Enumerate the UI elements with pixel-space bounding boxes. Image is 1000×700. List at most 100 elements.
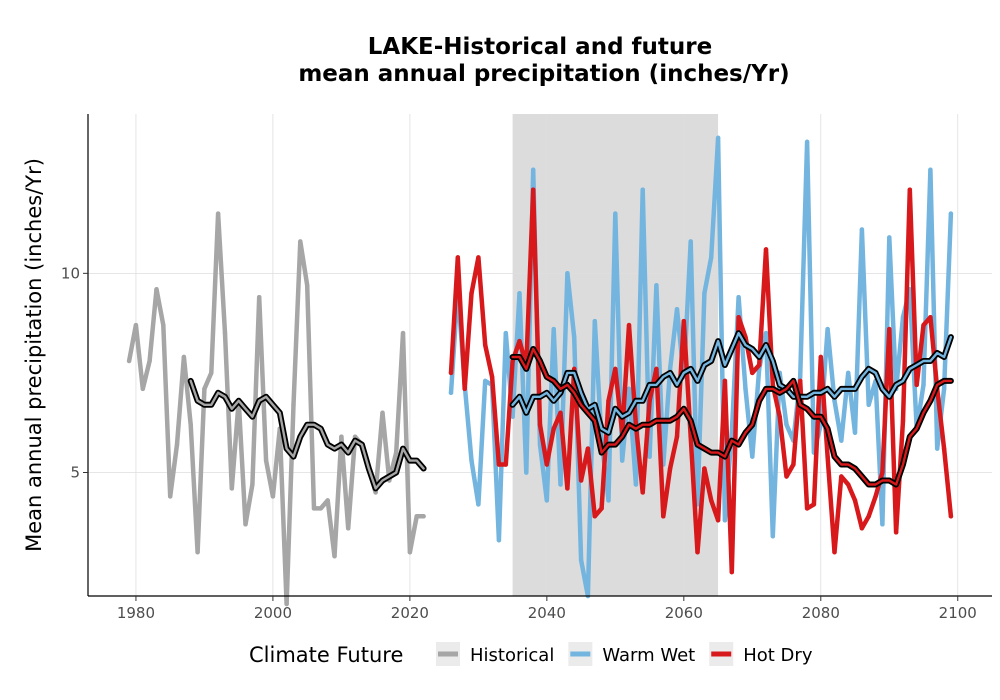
data-point <box>352 434 358 439</box>
data-point <box>489 374 495 380</box>
data-point <box>318 506 324 511</box>
data-point <box>606 398 611 404</box>
legend-title: Climate Future <box>249 643 403 667</box>
data-point <box>640 490 645 495</box>
plot-area: 1980 2000 2020 2040 2060 2080 2100 5 10 <box>61 114 992 622</box>
data-point <box>257 295 262 300</box>
data-point <box>380 410 385 415</box>
data-point <box>154 287 159 292</box>
data-point <box>270 494 276 499</box>
data-point <box>537 422 543 427</box>
data-point <box>763 247 769 252</box>
data-point <box>250 482 255 487</box>
data-point <box>859 526 865 531</box>
data-point <box>393 450 399 455</box>
data-point <box>681 318 687 324</box>
data-point <box>311 506 317 511</box>
data-point <box>174 442 180 447</box>
data-point <box>188 422 193 427</box>
data-point <box>784 474 789 479</box>
data-point <box>517 291 522 296</box>
data-point <box>839 438 844 443</box>
data-point <box>948 211 954 216</box>
data-point <box>202 386 207 392</box>
data-point <box>496 538 502 543</box>
data-point <box>167 494 173 499</box>
data-point <box>777 414 782 419</box>
data-point <box>606 498 611 503</box>
data-point <box>866 402 871 407</box>
data-point <box>613 366 618 372</box>
data-point <box>215 211 221 216</box>
data-point <box>448 390 454 396</box>
data-point <box>572 334 577 340</box>
data-point <box>346 526 351 531</box>
data-point <box>551 326 556 332</box>
data-point <box>893 530 899 535</box>
data-point <box>750 454 755 459</box>
data-point <box>695 549 700 555</box>
data-point <box>284 601 289 607</box>
x-tick-label: 2080 <box>802 604 840 622</box>
data-point <box>585 446 591 451</box>
data-point <box>736 295 741 300</box>
data-point <box>613 211 618 216</box>
data-point <box>469 458 474 463</box>
data-point <box>339 434 344 439</box>
data-point <box>674 434 680 439</box>
chart-title-line-2: mean annual precipitation (inches/Yr) <box>298 61 789 87</box>
data-point <box>195 549 200 555</box>
data-point <box>907 187 913 192</box>
data-point <box>921 382 926 388</box>
x-tick-label: 2040 <box>528 604 566 622</box>
data-point <box>928 314 933 320</box>
data-point <box>578 478 584 483</box>
data-point <box>578 557 584 563</box>
data-point <box>400 330 406 336</box>
data-point <box>325 498 330 503</box>
data-point <box>222 330 228 336</box>
data-point <box>496 462 502 467</box>
data-point <box>654 283 659 288</box>
data-point <box>852 498 858 503</box>
data-point <box>517 338 522 344</box>
data-point <box>558 482 563 487</box>
data-point <box>133 322 139 328</box>
data-point <box>654 366 659 372</box>
data-point <box>941 386 947 392</box>
data-point <box>674 306 680 312</box>
legend-entries: Historical Warm Wet Hot Dry <box>436 642 813 666</box>
data-point <box>483 342 488 348</box>
data-point <box>770 534 776 539</box>
data-point <box>209 370 214 376</box>
smoothed-line <box>189 379 425 490</box>
legend: Climate Future Historical Warm Wet Hot Dry <box>249 642 813 667</box>
x-tick-label: 2060 <box>665 604 703 622</box>
data-point <box>592 318 597 324</box>
data-point <box>633 482 639 487</box>
data-point <box>715 518 721 523</box>
data-point <box>469 291 474 296</box>
data-point <box>565 271 570 276</box>
data-point <box>873 494 878 499</box>
data-point <box>928 167 933 172</box>
data-point <box>503 462 508 467</box>
data-point <box>503 330 508 336</box>
data-point <box>421 514 426 519</box>
data-point <box>592 514 597 519</box>
data-point <box>544 462 550 467</box>
data-point <box>619 458 625 463</box>
data-point <box>750 370 755 376</box>
data-point <box>530 167 536 172</box>
data-point <box>414 514 419 519</box>
data-point <box>722 378 728 384</box>
data-point <box>818 354 823 360</box>
data-point <box>935 446 940 451</box>
data-point <box>702 466 707 471</box>
data-point <box>900 418 906 423</box>
data-point <box>825 454 830 459</box>
data-point <box>298 239 303 244</box>
data-point <box>661 514 666 519</box>
data-point <box>941 446 947 451</box>
